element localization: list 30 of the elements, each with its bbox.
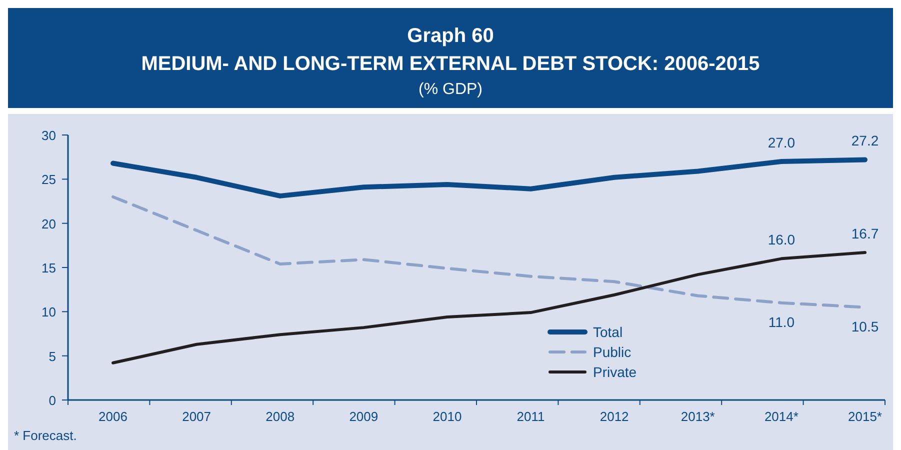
x-tick-label: 2010 [432, 409, 462, 424]
y-tick-label: 30 [42, 128, 56, 143]
y-tick-label: 10 [42, 304, 56, 320]
legend-label: Private [593, 364, 637, 380]
x-tick-label: 2015* [848, 409, 882, 424]
chart-subtitle: MEDIUM- AND LONG-TERM EXTERNAL DEBT STOCK: 2006-2015 [141, 53, 760, 75]
y-tick-label: 15 [42, 260, 56, 276]
chart-title: Graph 60 [407, 25, 494, 47]
y-axis-title: (% GDP) [418, 81, 482, 98]
text: * Forecast. [14, 428, 77, 443]
x-tick-label: 2007 [182, 409, 212, 424]
x-tick-label: 2011 [516, 409, 545, 424]
x-tick-label: 2009 [349, 409, 378, 424]
x-tick-label: 2012 [600, 409, 629, 424]
x-tick-label: 2014* [764, 409, 798, 424]
x-tick-label: 2013* [680, 409, 715, 424]
x-tick-label: 2006 [98, 409, 128, 424]
y-tick-label: 25 [42, 172, 56, 188]
x-tick-label: 2008 [266, 409, 295, 424]
data-label: 27.0 [768, 134, 796, 150]
legend-label: Total [593, 324, 623, 340]
data-label: 11.0 [768, 314, 795, 330]
y-tick-label: 5 [48, 348, 56, 364]
y-tick-label: 20 [42, 216, 56, 232]
data-label: 27.2 [851, 132, 879, 149]
y-tick-label: 0 [48, 393, 56, 408]
data-label: 16.0 [768, 232, 796, 248]
data-label: 10.5 [851, 318, 879, 334]
data-label: 16.7 [851, 225, 879, 242]
legend-label: Public [593, 344, 632, 360]
